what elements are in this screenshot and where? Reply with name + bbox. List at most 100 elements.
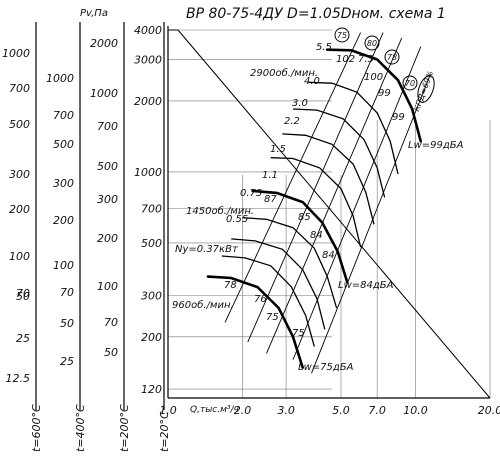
power-label: 3.0 [292,98,308,109]
aux-tick-label: 300 [53,177,74,190]
y-tick-label: 700 [141,202,162,215]
y-tick-label: 3000 [134,53,162,66]
aux-tick-label: 100 [9,250,30,263]
aux-scale-label: t=200°C [118,404,131,452]
curve-value-label: 84 [322,250,335,261]
x-tick-label: 20.0 [478,404,500,417]
aux-tick-label: 1000 [46,72,74,85]
aux-tick-label: 25 [16,332,30,345]
pressure-curve [242,217,338,309]
aux-tick-label: 50 [16,290,30,303]
efficiency-ray [266,37,403,354]
labels: 4000 3000 2000 1000 700 500 300 200 120 1.0 2.0 3.0… [2,24,500,452]
aux-tick-label: 12.5 [6,372,31,385]
power-label: 1.1 [262,170,278,181]
speed-label: 1450об./мин. [186,205,254,217]
curve-value-label: 75 [292,328,305,339]
curve-value-label: 76 [254,294,267,305]
efficiency-label: 80 [367,39,377,48]
efficiency-label: 75 [337,31,347,40]
speed-curve [206,275,305,369]
aux-tick-label: 100 [97,280,118,293]
curve-value-label: 87 [264,194,277,205]
aux-tick-label: 70 [60,286,74,299]
x-axis-label: Q,тыс.м³/ч [190,405,239,415]
aux-tick-label: 500 [53,138,74,151]
curve-value-label: 84 [310,230,323,241]
x-tick-label: 10.0 [403,404,428,417]
pressure-curve [221,255,315,347]
aux-tick-label: 500 [97,160,118,173]
curve-value-label: 100 [364,72,383,83]
aux-tick-label: 200 [53,214,74,227]
curve-value-label: 78 [224,280,237,291]
noise-label: Lw=99дБА [408,140,464,151]
noise-label: Lw=84дБА [338,280,394,291]
aux-tick-label: 50 [60,317,74,330]
efficiency-ray [247,32,384,343]
speed-curve [251,189,349,284]
aux-scale-label: t=20°C [158,411,171,452]
aux-scale-label: t=600°C [30,404,43,452]
x-tick-label: 1.0 [159,404,177,417]
aux-scale-label: t=400°C [74,404,87,452]
power-label: 0.55 [226,214,248,225]
efficiency-ray [292,46,422,360]
aux-tick-label: 300 [9,168,30,181]
aux-tick-label: 700 [53,109,74,122]
axes [35,22,491,410]
x-tick-label: 3.0 [277,404,295,417]
diagonal-edge-line [177,29,491,399]
power-label: 2.2 [284,116,300,127]
aux-tick-label: 700 [97,120,118,133]
y-tick-label: 120 [141,383,162,396]
aux-tick-label: 1000 [90,87,118,100]
aux-tick-label: 700 [9,82,30,95]
efficiency-label: 70 [405,79,415,88]
curve-value-label: 7.5 [358,54,374,65]
pressure-curve [292,108,386,198]
efficiency-label: 78 [387,53,397,62]
aux-tick-label: 200 [97,232,118,245]
efficiency-label: КПД=69% [412,70,435,113]
aux-tick-label: 200 [9,203,30,216]
x-tick-label: 7.0 [368,404,386,417]
power-label: 5.5 [316,42,332,53]
efficiency-ray [224,32,361,323]
speed-label: 960об./мин. [172,299,234,311]
efficiency-ring [402,75,418,91]
efficiency-ring [334,27,350,43]
aux-tick-label: 2000 [90,37,118,50]
efficiency-ray [311,73,431,374]
aux-tick-label: 70 [104,316,118,329]
efficiency-ring [384,49,400,65]
power-label: 0.75 [240,188,262,199]
noise-label: Lw=75дБА [298,362,354,373]
curve-value-label: 75 [266,312,279,323]
efficiency-ring [417,75,435,103]
pressure-curve [270,157,362,248]
aux-tick-label: 100 [53,259,74,272]
y-tick-label: 2000 [134,95,162,108]
curve-value-label: 102 [336,54,355,65]
curves [206,32,431,374]
pressure-curve [308,81,399,175]
speed-label: 2900об./мин. [250,67,318,79]
aux-tick-label: 500 [9,118,30,131]
x-tick-label: 5.0 [332,404,350,417]
aux-tick-label: 70 [16,287,30,300]
chart-title: ВР 80-75-4ДУ D=1.05Dном. схема 1 [186,6,446,22]
pressure-curve [282,133,375,225]
y-tick-label: 300 [141,289,162,302]
speed-curve [325,48,423,143]
y-tick-label: 4000 [134,24,162,37]
aux-tick-label: 300 [97,193,118,206]
power-label: Ny=0.37кВт [175,244,239,255]
aux-tick-label: 50 [104,346,118,359]
x-tick-label: 2.0 [234,404,252,417]
y-tick-label: 200 [141,331,162,344]
efficiency-ring [364,35,380,51]
y-axis-label: Pv,Па [80,8,108,19]
curve-value-label: 99 [378,88,391,99]
